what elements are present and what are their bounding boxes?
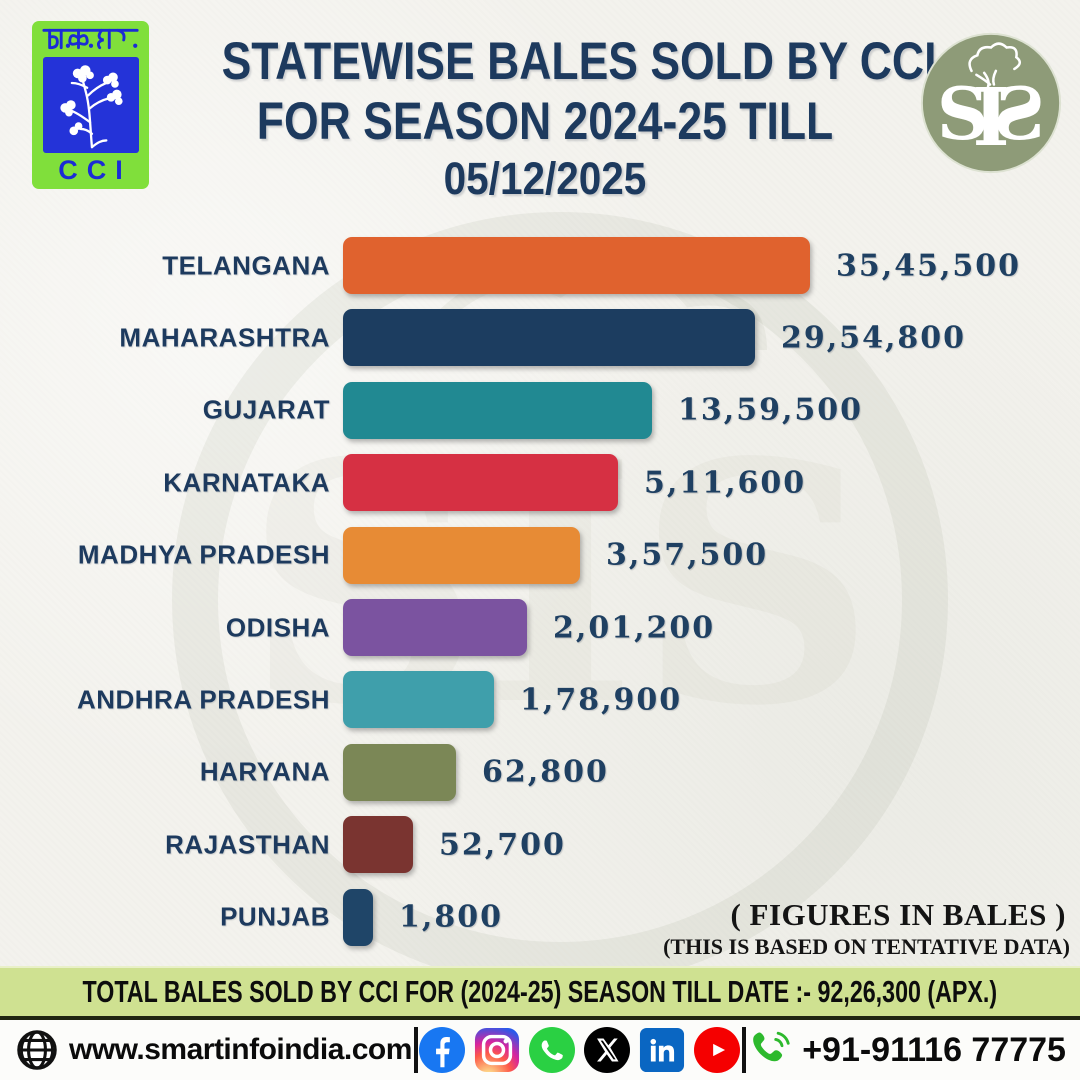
state-label: RAJASTHAN: [165, 829, 330, 860]
chart-row-gujarat: GUJARAT 13,59,500: [0, 381, 1080, 439]
value-bar: [343, 671, 494, 729]
chart-row-rajasthan: RAJASTHAN 52,700: [0, 816, 1080, 874]
total-banner-text: TOTAL BALES SOLD BY CCI FOR (2024-25) SE…: [82, 974, 998, 1009]
cci-logo-label: CCI: [58, 154, 132, 185]
value-label: 52,700: [439, 827, 566, 863]
chart-row-telangana: TELANGANA 35,45,500: [0, 237, 1080, 294]
value-bar: [343, 888, 373, 946]
state-label: PUNJAB: [220, 901, 330, 932]
value-bar: [343, 526, 580, 584]
globe-icon: [14, 1027, 60, 1073]
chart-row-maharashtra: MAHARASHTRA 29,54,800: [0, 309, 1080, 367]
value-bar: [343, 237, 810, 294]
state-label: KARNATAKA: [163, 467, 330, 498]
title-line-2: FOR SEASON 2024-25 TILL: [256, 92, 834, 151]
value-label: 2,01,200: [553, 610, 716, 645]
chart-row-karnataka: KARNATAKA 5,11,600: [0, 454, 1080, 512]
title-line-1: STATEWISE BALES SOLD BY CCI: [221, 32, 937, 91]
footer: www.smartinfoindia.com +91-91116 77775: [0, 1020, 1080, 1080]
value-label: 5,11,600: [644, 465, 807, 501]
footer-divider-left: [413, 1027, 418, 1073]
facebook-icon: [419, 1027, 466, 1073]
website-link: www.smartinfoindia.com: [69, 1033, 412, 1066]
linkedin-icon: [639, 1027, 685, 1073]
phone-icon: [747, 1027, 793, 1073]
value-label: 13,59,500: [678, 392, 864, 428]
youtube-icon: [694, 1027, 741, 1073]
value-bar: [343, 381, 652, 439]
total-banner: TOTAL BALES SOLD BY CCI FOR (2024-25) SE…: [0, 966, 1080, 1020]
footer-website-group: www.smartinfoindia.com: [14, 1027, 412, 1073]
svg-text:S: S: [937, 71, 989, 156]
value-bar: [343, 816, 413, 874]
x-icon: [584, 1027, 631, 1073]
cotton-plant-icon: [59, 65, 123, 149]
svg-text:I: I: [972, 70, 1009, 164]
chart-row-punjab: PUNJAB 1,800: [0, 888, 1080, 946]
whatsapp-icon: [529, 1027, 576, 1073]
state-label: ODISHA: [225, 612, 330, 642]
svg-text:S: S: [993, 71, 1045, 156]
note-figures-in-bales: ( FIGURES IN BALES ): [730, 897, 1066, 932]
state-label: MAHARASHTRA: [119, 322, 330, 353]
title-line-3: 05/12/2025: [443, 153, 647, 204]
value-label: 1,800: [399, 899, 503, 935]
state-label: ANDHRA PRADESH: [76, 684, 330, 715]
footer-phone-group: +91-91116 77775: [747, 1027, 1066, 1073]
value-label: 35,45,500: [836, 248, 1022, 283]
value-bar: [343, 454, 618, 512]
value-bar: [343, 743, 456, 801]
value-label: 62,800: [482, 754, 609, 790]
value-label: 3,57,500: [606, 537, 769, 573]
state-label: GUJARAT: [202, 394, 330, 425]
page-title: STATEWISE BALES SOLD BY CCI FOR SEASON 2…: [160, 32, 937, 206]
state-label: MADHYA PRADESH: [77, 539, 330, 570]
social-icons-group: [419, 1027, 741, 1073]
state-label: TELANGANA: [162, 250, 330, 280]
instagram-icon: [474, 1027, 520, 1073]
footer-divider-right: [741, 1027, 746, 1073]
cci-logo: भा.क.नि.: [32, 21, 149, 189]
value-bar: [343, 309, 755, 367]
value-label: 29,54,800: [781, 320, 967, 356]
cci-logo-emblem: [42, 57, 139, 153]
chart-row-odisha: ODISHA 2,01,200: [0, 599, 1080, 656]
cci-logo-hindi-text: भा.क.नि.: [32, 21, 149, 57]
value-bar: [343, 599, 527, 656]
chart-row-haryana: HARYANA 62,800: [0, 743, 1080, 801]
note-tentative-data: (THIS IS BASED ON TENTATIVE DATA): [663, 934, 1070, 959]
value-label: 1,78,900: [520, 682, 683, 718]
sis-logo: S I S: [920, 32, 1062, 174]
chart-row-madhya-pradesh: MADHYA PRADESH 3,57,500: [0, 526, 1080, 584]
chart-row-andhra-pradesh: ANDHRA PRADESH 1,78,900: [0, 671, 1080, 729]
cci-hindi-glyphs-icon: [41, 28, 139, 50]
state-label: HARYANA: [199, 756, 330, 787]
phone-number: +91-91116 77775: [802, 1030, 1066, 1069]
